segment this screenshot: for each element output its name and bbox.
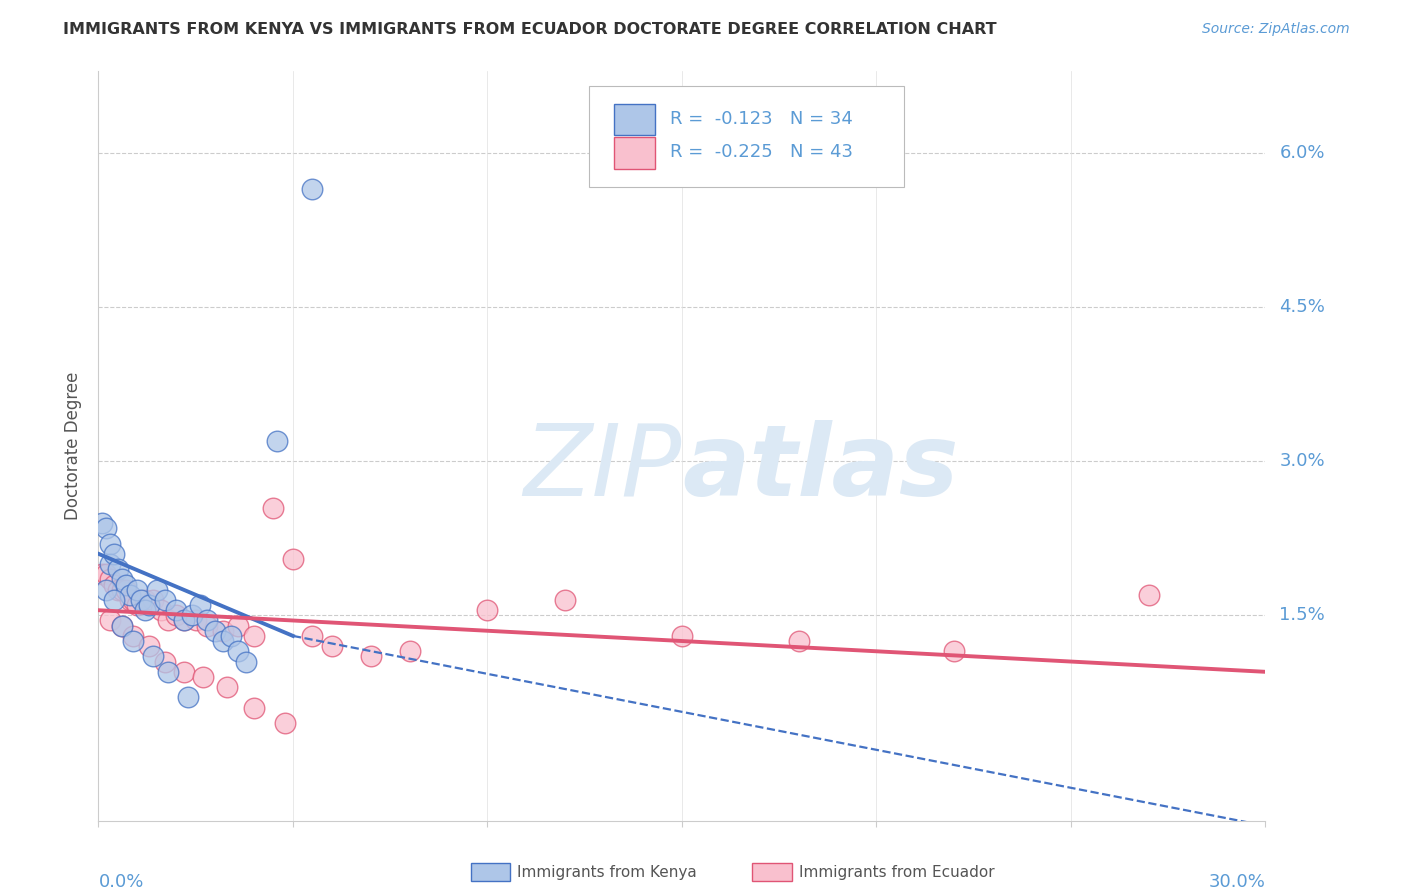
Point	[301, 629, 323, 643]
Text: R =  -0.225   N = 43: R = -0.225 N = 43	[671, 144, 853, 161]
Point	[129, 593, 152, 607]
Point	[157, 665, 180, 679]
Point	[98, 573, 121, 587]
Point	[477, 603, 499, 617]
Y-axis label: Doctorate Degree: Doctorate Degree	[65, 372, 83, 520]
Point	[228, 644, 250, 658]
Point	[153, 593, 176, 607]
Point	[281, 552, 304, 566]
Text: Source: ZipAtlas.com: Source: ZipAtlas.com	[1202, 22, 1350, 37]
Text: 0.0%: 0.0%	[98, 873, 143, 891]
Point	[122, 634, 145, 648]
Text: 3.0%: 3.0%	[1279, 452, 1324, 470]
Point	[107, 582, 129, 597]
Point	[98, 536, 121, 550]
Text: 4.5%: 4.5%	[1279, 299, 1326, 317]
Point	[111, 582, 134, 597]
Point	[134, 603, 156, 617]
Point	[193, 670, 215, 684]
Point	[173, 665, 195, 679]
Point	[118, 588, 141, 602]
Point	[671, 629, 693, 643]
Point	[165, 603, 187, 617]
Point	[165, 608, 187, 623]
Point	[212, 624, 235, 638]
Text: R =  -0.123   N = 34: R = -0.123 N = 34	[671, 110, 853, 128]
Point	[321, 639, 343, 653]
Point	[554, 593, 576, 607]
Text: atlas: atlas	[682, 420, 959, 517]
Point	[1137, 588, 1160, 602]
Text: 1.5%: 1.5%	[1279, 607, 1324, 624]
Point	[266, 434, 288, 448]
Point	[91, 567, 114, 582]
Point	[943, 644, 966, 658]
Point	[98, 614, 121, 628]
Text: ZIP: ZIP	[523, 420, 682, 517]
Point	[360, 649, 382, 664]
Point	[114, 577, 136, 591]
Point	[91, 516, 114, 530]
Point	[184, 614, 207, 628]
Point	[177, 690, 200, 705]
Point	[107, 562, 129, 576]
Point	[96, 582, 118, 597]
Text: Immigrants from Ecuador: Immigrants from Ecuador	[799, 865, 994, 880]
Point	[180, 608, 202, 623]
Point	[122, 593, 145, 607]
Point	[173, 614, 195, 628]
Point	[134, 593, 156, 607]
Text: 6.0%: 6.0%	[1279, 145, 1324, 162]
Point	[243, 629, 266, 643]
FancyBboxPatch shape	[614, 103, 655, 135]
Point	[157, 614, 180, 628]
Text: 30.0%: 30.0%	[1209, 873, 1265, 891]
Point	[103, 577, 125, 591]
Point	[111, 573, 134, 587]
Point	[219, 629, 242, 643]
Text: IMMIGRANTS FROM KENYA VS IMMIGRANTS FROM ECUADOR DOCTORATE DEGREE CORRELATION CH: IMMIGRANTS FROM KENYA VS IMMIGRANTS FROM…	[63, 22, 997, 37]
Point	[96, 521, 118, 535]
Point	[96, 567, 118, 582]
Point	[787, 634, 810, 648]
Point	[215, 680, 238, 694]
Text: Immigrants from Kenya: Immigrants from Kenya	[517, 865, 697, 880]
Point	[127, 582, 149, 597]
Point	[173, 614, 195, 628]
Point	[262, 500, 284, 515]
Point	[274, 716, 297, 731]
Point	[138, 639, 160, 653]
Point	[103, 547, 125, 561]
Point	[103, 593, 125, 607]
Point	[243, 700, 266, 714]
Point	[118, 593, 141, 607]
Point	[153, 655, 176, 669]
Point	[212, 634, 235, 648]
Point	[188, 598, 211, 612]
Point	[111, 618, 134, 632]
Point	[235, 655, 257, 669]
Point	[195, 614, 218, 628]
Point	[114, 582, 136, 597]
Point	[98, 557, 121, 571]
Point	[138, 598, 160, 612]
Point	[127, 598, 149, 612]
Point	[111, 618, 134, 632]
FancyBboxPatch shape	[614, 137, 655, 169]
Point	[398, 644, 420, 658]
Point	[149, 603, 172, 617]
Point	[142, 593, 165, 607]
Point	[142, 649, 165, 664]
Point	[301, 182, 323, 196]
FancyBboxPatch shape	[589, 87, 904, 187]
Point	[204, 624, 226, 638]
Point	[195, 618, 218, 632]
Point	[122, 629, 145, 643]
Point	[146, 582, 169, 597]
Point	[228, 618, 250, 632]
